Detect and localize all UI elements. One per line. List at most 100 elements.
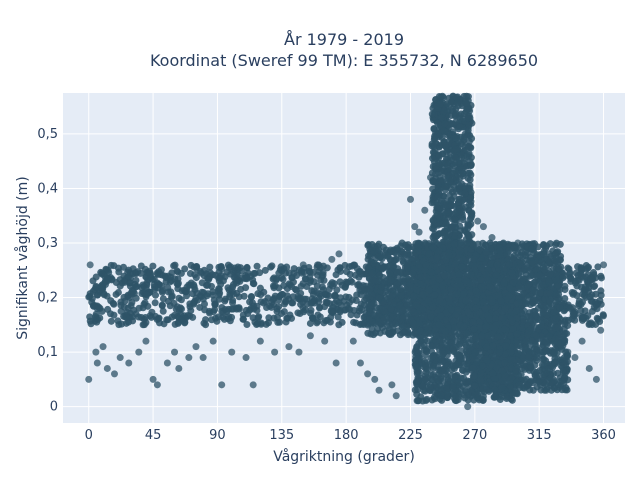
data-point [472,297,480,305]
data-point [370,248,378,256]
data-point [413,286,421,294]
data-point [454,159,462,167]
data-point [120,303,128,311]
data-point [578,314,586,322]
data-point [109,299,117,307]
data-point [316,304,324,312]
data-point [278,290,286,298]
data-point [443,202,451,210]
data-point [336,264,344,272]
data-point [370,259,378,267]
data-point [306,278,314,286]
data-point [158,282,166,290]
data-point [123,313,131,321]
data-point [209,288,217,296]
data-point [335,321,343,329]
data-point [364,240,372,248]
data-point [273,305,281,313]
data-point [433,254,441,262]
data-point [283,263,291,271]
data-point [264,294,272,302]
data-point [206,269,214,277]
data-point [485,315,493,323]
data-point [566,304,574,312]
data-point [437,356,445,364]
data-point [309,314,317,322]
data-point [577,307,585,315]
data-point [422,261,430,269]
data-point [229,281,237,289]
data-point [206,263,214,271]
data-point [425,250,433,258]
data-point [417,273,425,281]
data-point [234,263,242,271]
data-point [409,269,417,277]
data-point [354,281,362,289]
data-point [313,282,321,290]
data-point [539,281,547,289]
data-point [429,233,437,241]
data-point [346,305,354,313]
data-point [459,382,467,390]
data-point [250,305,258,313]
data-point [467,161,475,169]
data-point [177,296,185,304]
data-point [451,216,459,224]
data-point [444,208,452,216]
data-point [327,307,335,315]
data-point [392,249,400,257]
data-point [553,276,561,284]
data-point [143,279,151,287]
data-point [229,290,237,298]
data-point [464,390,472,398]
data-point [569,290,577,298]
data-point [118,320,126,328]
data-point [546,297,554,305]
data-point [597,272,605,280]
data-point [386,269,394,277]
data-point [387,305,395,313]
data-point [532,311,540,319]
data-point [466,176,474,184]
data-point [467,271,475,279]
data-point [389,313,397,321]
data-point [455,181,463,189]
data-point [423,374,431,382]
data-point [257,319,265,327]
data-point [146,269,154,277]
data-point [433,203,441,211]
data-point [241,274,249,282]
data-point [470,255,478,263]
data-point [413,363,421,371]
data-point [497,297,505,305]
data-point [414,247,422,255]
data-point [288,274,296,282]
data-point [150,283,158,291]
data-point [283,292,291,300]
data-point [482,248,490,256]
data-point [466,185,474,193]
data-point [500,279,508,287]
data-point [577,273,585,281]
data-point [212,314,220,322]
data-point [284,314,292,322]
data-point [450,240,458,248]
data-point [243,263,251,271]
data-point [278,310,286,318]
data-point [368,269,376,277]
data-point [291,285,299,293]
data-point [323,298,331,306]
data-point [333,286,341,294]
data-point [449,345,457,353]
data-point [314,311,322,319]
data-point [531,278,539,286]
data-point [317,292,325,300]
data-point [399,306,407,314]
data-point [427,313,435,321]
data-point [366,316,374,324]
data-point [235,293,243,301]
data-point [430,388,438,396]
data-point [170,299,178,307]
data-point [429,217,437,225]
